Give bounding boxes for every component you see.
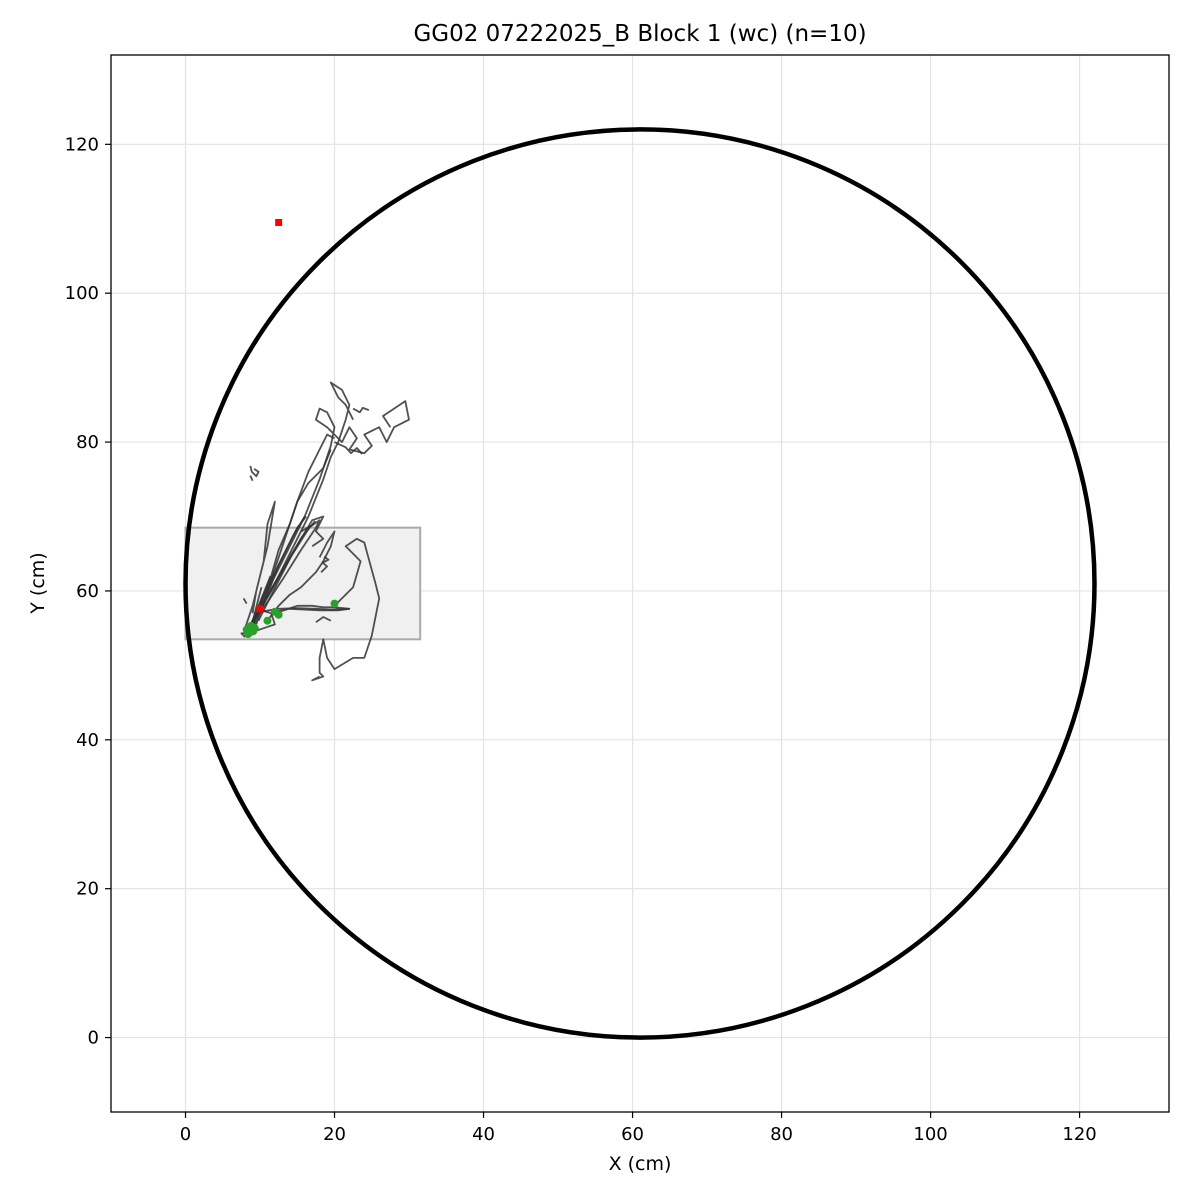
start-point [249,627,258,636]
trajectory-line [257,524,312,622]
x-tick-label: 60 [621,1124,644,1145]
trajectory-line [247,520,316,632]
start-point [330,599,339,608]
x-tick-label: 100 [913,1124,947,1145]
trajectory-line [255,433,335,625]
arena-circle [183,127,1097,1040]
y-axis-ticks: 0 20 40 60 80 100 120 [65,134,111,1049]
trajectory-line [242,597,248,605]
y-tick-label: 40 [76,730,99,751]
trajectory-line [249,465,260,478]
y-tick-label: 20 [76,879,99,900]
trajectory-line [266,530,336,622]
start-zone-rect [184,526,422,641]
chart-title: GG02 07222025_B Block 1 (wc) (n=10) [413,21,866,47]
start-point [263,616,272,625]
x-tick-label: 80 [770,1124,793,1145]
y-tick-label: 60 [76,581,99,602]
trajectory-line [311,537,381,682]
x-tick-label: 0 [180,1124,191,1145]
trajectory-line [247,400,410,629]
trajectory-line [352,406,370,414]
x-tick-label: 120 [1062,1124,1096,1145]
y-axis-label: Y (cm) [27,552,49,614]
trajectory-line [315,616,332,623]
end-point [275,218,283,226]
trajectory-line [248,575,272,628]
x-tick-label: 20 [323,1124,346,1145]
trajectory-line [274,604,351,615]
trajectory-line [244,500,276,629]
x-axis-label: X (cm) [609,1153,672,1175]
y-tick-label: 120 [65,134,99,155]
x-tick-label: 40 [472,1124,495,1145]
end-point [256,605,264,613]
trajectory-line [334,441,363,455]
y-tick-label: 0 [88,1028,99,1049]
trajectory-line [249,475,254,482]
y-tick-label: 100 [65,283,99,304]
axes-frame [110,54,1170,1113]
y-tick-label: 80 [76,432,99,453]
plot-area [183,127,1097,1040]
trajectory-line [320,555,330,573]
x-axis-ticks: 0 20 40 60 80 100 120 [180,1112,1097,1145]
start-point [274,610,283,619]
